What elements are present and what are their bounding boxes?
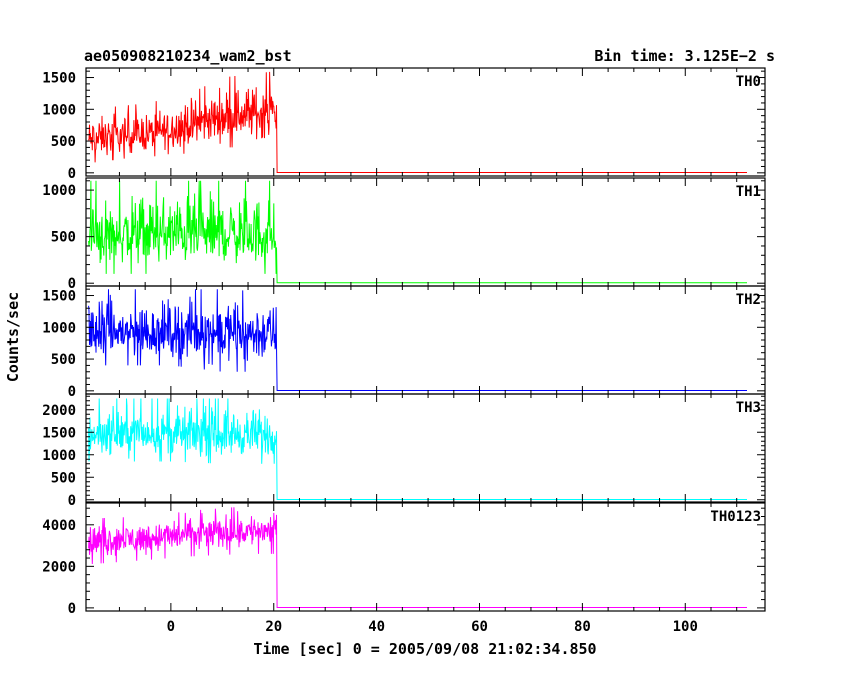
y-tick-label: 0 bbox=[68, 166, 76, 182]
panel-th0123: TH0123 0 2000 4000 bbox=[42, 502, 766, 617]
y-tick-label: 2000 bbox=[42, 403, 76, 419]
y-tick-label: 1500 bbox=[42, 289, 76, 305]
x-axis-title: Time [sec] 0 = 2005/09/08 21:02:34.850 bbox=[253, 640, 596, 658]
series-th0 bbox=[88, 71, 747, 173]
panel-label: TH2 bbox=[736, 292, 761, 308]
y-tick-label: 500 bbox=[51, 230, 76, 246]
series-th1 bbox=[88, 180, 747, 284]
panel-th3: TH3 0 500 1000 1500 2000 bbox=[42, 393, 766, 509]
y-tick-label: 1000 bbox=[42, 183, 76, 199]
panel-th0: TH0 0 500 1000 1500 bbox=[42, 67, 766, 182]
panel-frame bbox=[85, 393, 766, 503]
y-tick-label: 0 bbox=[68, 384, 76, 400]
y-axis-title: Counts/sec bbox=[4, 292, 22, 382]
panel-label: TH3 bbox=[736, 400, 761, 416]
x-tick-label: 0 bbox=[167, 619, 175, 635]
y-tick-label: 4000 bbox=[42, 518, 76, 534]
panel-label: TH1 bbox=[736, 184, 761, 200]
x-tick-label: 100 bbox=[673, 619, 698, 635]
y-tick-label: 0 bbox=[68, 493, 76, 509]
panel-th2: TH2 0 500 1000 1500 bbox=[42, 285, 766, 400]
y-tick-label: 1000 bbox=[42, 448, 76, 464]
x-tick-label: 80 bbox=[574, 619, 591, 635]
y-tick-label: 0 bbox=[68, 601, 76, 617]
panel-th1: TH1 0 500 1000 bbox=[42, 177, 766, 292]
y-tick-label: 0 bbox=[68, 276, 76, 292]
y-tick-label: 1500 bbox=[42, 71, 76, 87]
y-tick-label: 500 bbox=[51, 134, 76, 150]
panels-group: TH0050010001500TH105001000TH205001000150… bbox=[42, 67, 766, 635]
panel-frame bbox=[85, 502, 766, 612]
series-th3 bbox=[88, 398, 747, 500]
chart-title: ae050908210234_wam2_bst bbox=[84, 47, 292, 65]
y-tick-label: 1000 bbox=[42, 320, 76, 336]
y-tick-label: 2000 bbox=[42, 559, 76, 575]
y-tick-label: 1500 bbox=[42, 425, 76, 441]
series-th0123 bbox=[88, 507, 747, 608]
bin-time-label: Bin time: 3.125E−2 s bbox=[594, 47, 775, 65]
x-tick-label: 40 bbox=[368, 619, 385, 635]
x-tick-label: 60 bbox=[471, 619, 488, 635]
series-th2 bbox=[88, 289, 747, 391]
panel-label: TH0123 bbox=[710, 509, 761, 525]
panel-label: TH0 bbox=[736, 74, 761, 90]
y-tick-label: 500 bbox=[51, 352, 76, 368]
y-tick-label: 1000 bbox=[42, 102, 76, 118]
y-tick-label: 500 bbox=[51, 470, 76, 486]
x-tick-label: 20 bbox=[265, 619, 282, 635]
